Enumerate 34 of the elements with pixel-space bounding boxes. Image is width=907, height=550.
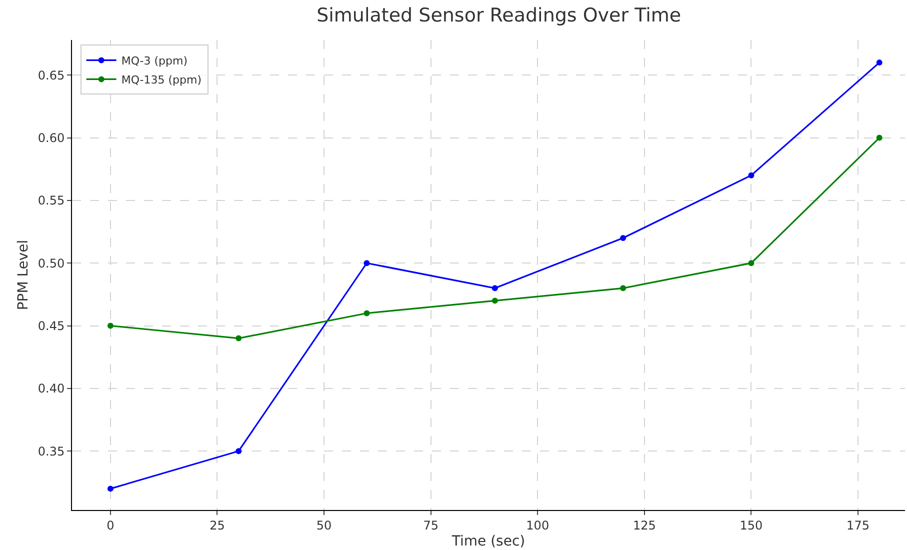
point	[876, 134, 882, 141]
x-axis-title: Time (sec)	[450, 534, 526, 550]
x-tick-label: 0	[106, 518, 114, 532]
y-axis-title: PPM Level	[15, 240, 32, 310]
x-tick-label: 175	[846, 518, 870, 532]
x-tick-label: 100	[526, 518, 550, 532]
point	[620, 235, 626, 242]
y-tick-label: 0.40	[38, 382, 65, 396]
y-tick-label: 0.50	[38, 256, 65, 270]
point	[364, 260, 370, 266]
point	[107, 322, 114, 329]
point	[492, 285, 498, 292]
chart-title: Simulated Sensor Readings Over Time	[316, 4, 682, 27]
point	[364, 310, 370, 316]
x-tick-label: 150	[740, 518, 763, 532]
point	[748, 260, 754, 266]
point	[107, 486, 114, 492]
point	[748, 172, 754, 178]
x-tick-label: 25	[210, 518, 225, 532]
y-tick-label: 0.60	[38, 130, 65, 145]
x-tick-label: 75	[423, 518, 438, 532]
y-tick-label: 0.55	[38, 194, 65, 208]
point	[236, 335, 242, 342]
point	[492, 298, 498, 304]
x-tick-label: 125	[632, 518, 656, 532]
y-tick-label: 0.45	[38, 318, 65, 333]
point	[236, 448, 242, 454]
x-tick-label: 50	[316, 518, 332, 532]
y-tick-label: 0.65	[38, 68, 65, 82]
legend-label: MQ-3 (ppm)	[121, 54, 188, 68]
legend-label: MQ-135 (ppm)	[121, 73, 202, 86]
point	[620, 285, 626, 292]
y-tick-label: 0.35	[38, 444, 65, 458]
point	[876, 60, 882, 66]
